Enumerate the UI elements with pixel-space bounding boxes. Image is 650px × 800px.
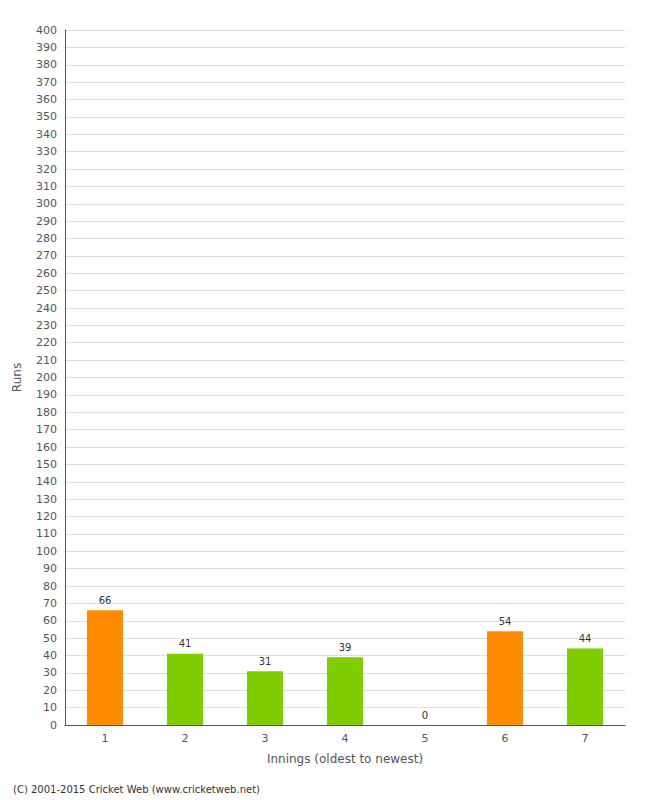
- svg-text:160: 160: [36, 441, 57, 454]
- svg-text:40: 40: [43, 649, 57, 662]
- svg-text:240: 240: [36, 302, 57, 315]
- svg-text:250: 250: [36, 284, 57, 297]
- svg-text:44: 44: [579, 633, 592, 644]
- svg-text:370: 370: [36, 76, 57, 89]
- svg-text:30: 30: [43, 666, 57, 679]
- svg-text:350: 350: [36, 110, 57, 123]
- svg-text:400: 400: [36, 24, 57, 37]
- svg-text:4: 4: [342, 732, 349, 745]
- svg-text:200: 200: [36, 371, 57, 384]
- svg-text:270: 270: [36, 249, 57, 262]
- svg-text:0: 0: [422, 710, 428, 721]
- svg-text:390: 390: [36, 41, 57, 54]
- svg-text:320: 320: [36, 163, 57, 176]
- svg-text:5: 5: [422, 732, 429, 745]
- svg-text:190: 190: [36, 388, 57, 401]
- svg-text:170: 170: [36, 423, 57, 436]
- svg-text:20: 20: [43, 684, 57, 697]
- svg-text:6: 6: [502, 732, 509, 745]
- svg-text:(C) 2001-2015 Cricket Web (www: (C) 2001-2015 Cricket Web (www.cricketwe…: [13, 784, 260, 795]
- svg-text:110: 110: [36, 527, 57, 540]
- svg-text:180: 180: [36, 406, 57, 419]
- svg-text:60: 60: [43, 614, 57, 627]
- svg-text:380: 380: [36, 58, 57, 71]
- svg-text:7: 7: [582, 732, 589, 745]
- svg-text:66: 66: [99, 595, 112, 606]
- svg-text:31: 31: [259, 656, 272, 667]
- svg-text:54: 54: [499, 616, 512, 627]
- svg-text:290: 290: [36, 215, 57, 228]
- svg-text:280: 280: [36, 232, 57, 245]
- svg-text:90: 90: [43, 562, 57, 575]
- svg-text:150: 150: [36, 458, 57, 471]
- svg-text:210: 210: [36, 354, 57, 367]
- svg-text:300: 300: [36, 197, 57, 210]
- svg-text:80: 80: [43, 580, 57, 593]
- svg-text:310: 310: [36, 180, 57, 193]
- svg-text:340: 340: [36, 128, 57, 141]
- svg-text:260: 260: [36, 267, 57, 280]
- svg-text:220: 220: [36, 336, 57, 349]
- svg-text:130: 130: [36, 493, 57, 506]
- svg-text:1: 1: [102, 732, 109, 745]
- svg-text:Innings (oldest to newest): Innings (oldest to newest): [267, 752, 423, 766]
- svg-text:2: 2: [182, 732, 189, 745]
- svg-text:100: 100: [36, 545, 57, 558]
- svg-text:10: 10: [43, 701, 57, 714]
- svg-text:41: 41: [179, 638, 192, 649]
- svg-text:3: 3: [262, 732, 269, 745]
- svg-text:120: 120: [36, 510, 57, 523]
- svg-text:330: 330: [36, 145, 57, 158]
- svg-text:Runs: Runs: [10, 363, 24, 392]
- svg-text:140: 140: [36, 475, 57, 488]
- svg-text:50: 50: [43, 632, 57, 645]
- svg-text:360: 360: [36, 93, 57, 106]
- svg-text:230: 230: [36, 319, 57, 332]
- svg-text:39: 39: [339, 642, 352, 653]
- svg-text:0: 0: [50, 719, 57, 732]
- svg-text:70: 70: [43, 597, 57, 610]
